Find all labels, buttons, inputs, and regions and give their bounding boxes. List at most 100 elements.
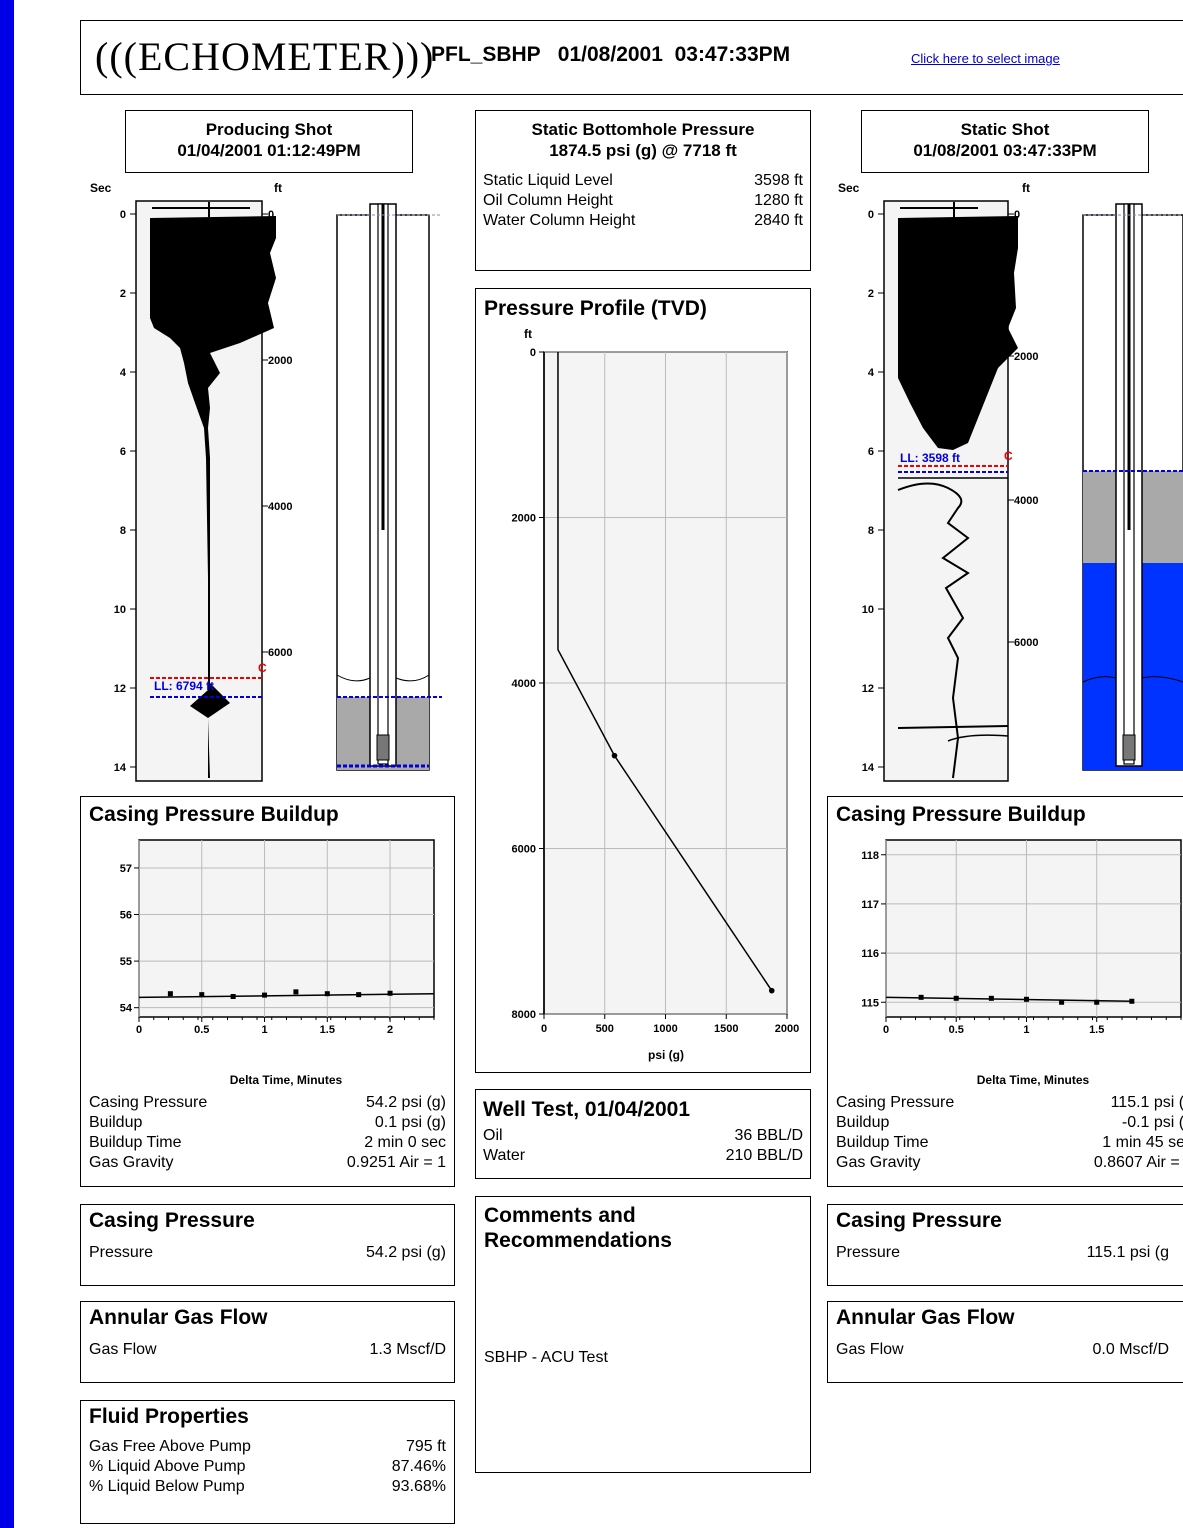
- annular-gas-value: 0.0 Mscf/D: [1092, 1341, 1169, 1358]
- data-point: [953, 995, 959, 1001]
- ft-tick: 6000: [1014, 637, 1038, 649]
- static-wellbore-diagram: [1082, 203, 1183, 771]
- ft-tick: 4000: [268, 501, 292, 513]
- sec-tick: 0: [120, 209, 126, 221]
- y-ticks: 0 2000 4000 6000 8000: [512, 347, 544, 1021]
- data-point: [324, 991, 330, 997]
- ft-axis-label: ft: [274, 181, 282, 195]
- data-point: [387, 990, 393, 996]
- sec-tick: 2: [868, 288, 874, 300]
- y-tick-label: 0: [530, 347, 536, 359]
- data-point: [768, 987, 775, 994]
- data-points: [167, 989, 393, 1000]
- sec-axis-label: Sec: [838, 181, 860, 195]
- x-axis-label: Delta Time, Minutes: [977, 1073, 1090, 1087]
- buildup-row: Casing Pressure 115.1 psi (g: [836, 1093, 1183, 1113]
- buildup-label: Buildup: [89, 1114, 143, 1131]
- sec-tick: 14: [114, 762, 127, 774]
- sbhp-row-label: Water Column Height: [483, 212, 636, 229]
- ft-tick: 4000: [1014, 495, 1038, 507]
- x-ticks: 0 0.5 1 1.5 2: [136, 1017, 393, 1036]
- ft-tick: 2000: [268, 355, 292, 367]
- static-shot-label: Static Shot: [960, 120, 1050, 139]
- well-test-panel: Well Test, 01/04/2001 Oil 36 BBL/D Water 2…: [475, 1089, 811, 1179]
- comments-subtitle: Recommendations: [484, 1229, 672, 1252]
- sbhp-row-value: 3598 ft: [754, 172, 803, 189]
- sec-axis-label: Sec: [90, 181, 112, 195]
- sec-tick: 6: [868, 446, 874, 458]
- x-tick-label: 1: [261, 1024, 267, 1036]
- buildup-value: 1 min 45 sec: [1102, 1134, 1183, 1151]
- buildup-value: -0.1 psi (g: [1121, 1114, 1183, 1131]
- x-tick-label: 1000: [653, 1023, 677, 1035]
- casing-pressure-title: Casing Pressure: [836, 1209, 1002, 1232]
- data-point: [230, 994, 236, 1000]
- grid: [885, 840, 1181, 1017]
- sbhp-row: Oil Column Height 1280 ft: [483, 191, 803, 211]
- static-shot-date: 01/08/2001 03:47:33PM: [913, 141, 1097, 160]
- producing-shot-date: 01/04/2001 01:12:49PM: [177, 141, 361, 160]
- fluid-value: 87.46%: [391, 1458, 446, 1475]
- data-point: [356, 992, 362, 998]
- buildup-label: Casing Pressure: [836, 1094, 955, 1111]
- data-point: [1094, 999, 1100, 1005]
- fluid-properties-title: Fluid Properties: [89, 1405, 249, 1428]
- well-test-label: Oil: [483, 1127, 503, 1144]
- acoustic-signal: [898, 216, 1018, 450]
- acoustic-signal: [150, 216, 276, 778]
- liquid-level-label: LL: 3598 ft: [900, 451, 960, 465]
- data-point: [918, 994, 924, 1000]
- report-header: (((ECHOMETER))) PFL_SBHP 01/08/2001 03:4…: [80, 20, 1183, 95]
- left-casing-pressure-panel: Casing Pressure Pressure 54.2 psi (g): [80, 1204, 455, 1286]
- x-tick-label: 0.5: [194, 1024, 209, 1036]
- fluid-row: Gas Free Above Pump 795 ft: [89, 1437, 446, 1457]
- buildup-row: Gas Gravity 0.9251 Air = 1: [89, 1153, 446, 1173]
- pressure-profile-chart: ft 0 2000 4000 6000 8000 0 500 1000 1500 2000 ps…: [512, 327, 800, 1062]
- acoustic-signal-tail: [897, 482, 970, 779]
- y-tick-label: 57: [120, 863, 132, 875]
- report-page: (((ECHOMETER))) PFL_SBHP 01/08/2001 03:4…: [14, 0, 1183, 1528]
- select-image-link[interactable]: Click here to select image: [911, 51, 1060, 66]
- y-tick-label: 8000: [512, 1009, 536, 1021]
- x-ticks: 0 500 1000 1500 2000: [541, 1014, 799, 1035]
- plot-area: [138, 839, 435, 1018]
- series-line: [557, 352, 773, 992]
- sec-tick: 4: [868, 367, 875, 379]
- fit-line: [885, 996, 1182, 1020]
- series-lines: [543, 352, 773, 1014]
- data-point: [1023, 996, 1029, 1002]
- right-buildup-chart: 115 116 117 118 0 0.5 1 1.5 Delta Time, Minute…: [861, 839, 1182, 1087]
- x-axis-label: psi (g): [648, 1048, 684, 1062]
- data-point: [1059, 999, 1065, 1005]
- fit-line: [885, 996, 1132, 1003]
- buildup-label: Casing Pressure: [89, 1094, 208, 1111]
- y-tick-label: 118: [861, 850, 879, 862]
- x-tick-label: 2: [387, 1024, 393, 1036]
- plot-area: [885, 839, 1182, 1018]
- producing-shot-label: Producing Shot: [205, 120, 333, 139]
- casing-pressure-label: Pressure: [836, 1244, 901, 1261]
- comments-panel: Comments and Recommendations SBHP - ACU …: [475, 1196, 811, 1473]
- well-test-title: Well Test, 01/04/2001: [483, 1098, 691, 1121]
- sec-tick: 10: [862, 604, 874, 616]
- buildup-row: Buildup -0.1 psi (g: [836, 1113, 1183, 1133]
- x-tick-label: 2000: [775, 1023, 799, 1035]
- buildup-row: Gas Gravity 0.8607 Air = 1: [836, 1153, 1183, 1173]
- ft-tick: 0: [268, 209, 274, 221]
- sec-tick: 4: [120, 367, 127, 379]
- y-tick-label: 2000: [512, 513, 536, 525]
- buildup-value: 0.1 psi (g): [374, 1114, 446, 1131]
- buildup-value: 0.9251 Air = 1: [346, 1154, 446, 1171]
- left-annular-gas-panel: Annular Gas Flow Gas Flow 1.3 Mscf/D: [80, 1301, 455, 1383]
- annular-gas-row: Gas Flow 1.3 Mscf/D: [89, 1340, 446, 1360]
- fluid-label: Gas Free Above Pump: [89, 1438, 251, 1455]
- annular-gas-label: Gas Flow: [836, 1341, 904, 1358]
- y-tick-label: 117: [861, 899, 879, 911]
- fit-line: [138, 992, 435, 1020]
- sec-tick: 2: [120, 288, 126, 300]
- data-point: [199, 992, 205, 998]
- sec-ticks: 0 2 4 6 8 10 12 14: [114, 209, 127, 774]
- buildup-row: Casing Pressure 54.2 psi (g): [89, 1093, 446, 1113]
- x-tick-label: 1.5: [1089, 1024, 1104, 1036]
- x-tick-label: 0: [883, 1024, 889, 1036]
